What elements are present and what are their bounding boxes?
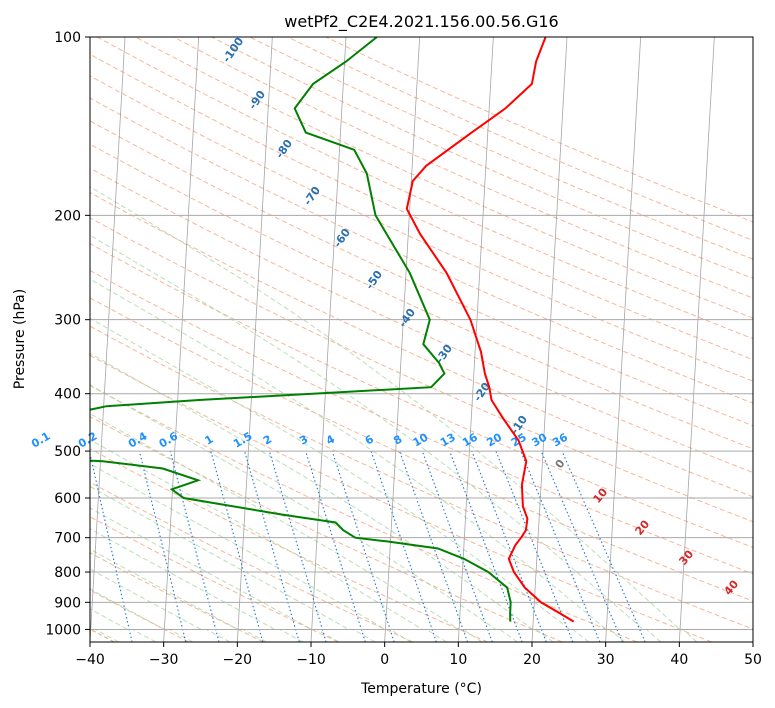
plot-area-background — [90, 37, 753, 642]
y-axis: 100 200 300 400 500 600 700 800 900 1000 — [45, 30, 90, 638]
y-tick-label: 600 — [54, 491, 81, 507]
x-tick-label: 20 — [523, 652, 541, 668]
x-tick-label: 40 — [670, 652, 688, 668]
mixing-ratio-line — [90, 451, 133, 642]
dry-adiabat — [90, 217, 753, 523]
isotherm — [752, 635, 753, 642]
temperature-profile-line — [405, 37, 575, 623]
dry-adiabat — [172, 37, 753, 299]
x-tick-label: −10 — [296, 652, 326, 668]
mixing-ratio-line — [169, 450, 220, 642]
moist-adiabat — [90, 439, 447, 642]
y-tick-label: 100 — [54, 30, 81, 46]
profiles — [90, 37, 575, 623]
dry-adiabat — [90, 297, 753, 602]
dry-adiabat — [90, 120, 753, 427]
mixing-ratio-line — [331, 450, 395, 642]
moist-adiabat — [90, 352, 554, 642]
dry-adiabat — [90, 325, 753, 630]
x-axis-title: Temperature (°C) — [360, 681, 482, 697]
isotherm — [163, 37, 200, 642]
dry-adiabat — [96, 37, 753, 340]
mixing-ratio-line — [138, 450, 187, 642]
mixing-ratio-line — [370, 450, 437, 642]
isotherm — [90, 37, 126, 642]
x-axis: −40 −30 −20 −10 0 10 20 30 40 50 — [75, 642, 762, 668]
y-tick-label: 800 — [54, 565, 81, 581]
mixing-ratio-line — [421, 450, 493, 642]
y-tick-label: 1000 — [45, 622, 81, 638]
y-axis-title: Pressure (hPa) — [12, 289, 28, 389]
background-reference-lines — [90, 37, 753, 642]
y-tick-label: 900 — [54, 595, 81, 611]
mixing-ratio-line — [399, 450, 469, 642]
isotherm — [457, 37, 494, 642]
mixing-ratio-line — [244, 450, 300, 642]
dry-adiabat — [134, 37, 753, 319]
x-tick-label: 30 — [597, 652, 615, 668]
isotherm — [236, 37, 273, 642]
dry-adiabat — [90, 97, 753, 404]
mixing-ratio-label: 0.1 — [29, 430, 52, 451]
x-tick-label: −30 — [149, 652, 179, 668]
dry-adiabat — [90, 269, 753, 575]
chart-title: wetPf2_C2E4.2021.156.00.56.G16 — [284, 12, 558, 32]
y-tick-label: 300 — [54, 313, 81, 329]
isotherm — [678, 37, 715, 642]
dry-adiabat — [90, 243, 753, 549]
isotherm — [310, 37, 347, 642]
dewpoint-profile-line — [90, 37, 512, 622]
dry-adiabat — [90, 75, 753, 382]
isotherm — [531, 37, 568, 642]
x-tick-label: 50 — [744, 652, 762, 668]
mixing-ratio-line — [540, 450, 623, 642]
mixing-ratio-line — [305, 450, 366, 642]
x-tick-label: −20 — [223, 652, 253, 668]
y-tick-label: 200 — [54, 208, 81, 224]
mixing-ratio-line — [561, 450, 646, 642]
moist-adiabat — [90, 234, 662, 642]
y-tick-label: 400 — [54, 387, 81, 403]
mixing-ratio-line — [268, 450, 327, 642]
isotherm — [605, 37, 642, 642]
x-tick-label: 0 — [380, 652, 389, 668]
x-tick-label: 10 — [449, 652, 467, 668]
mixing-ratio-line — [210, 450, 264, 642]
mixing-ratio-line — [520, 450, 601, 642]
dry-adiabat — [90, 167, 753, 474]
y-tick-label: 700 — [54, 531, 81, 547]
plot-frame — [89, 36, 754, 643]
x-tick-label: −40 — [75, 652, 105, 668]
y-tick-label: 500 — [54, 444, 81, 460]
dry-adiabat — [90, 53, 753, 361]
